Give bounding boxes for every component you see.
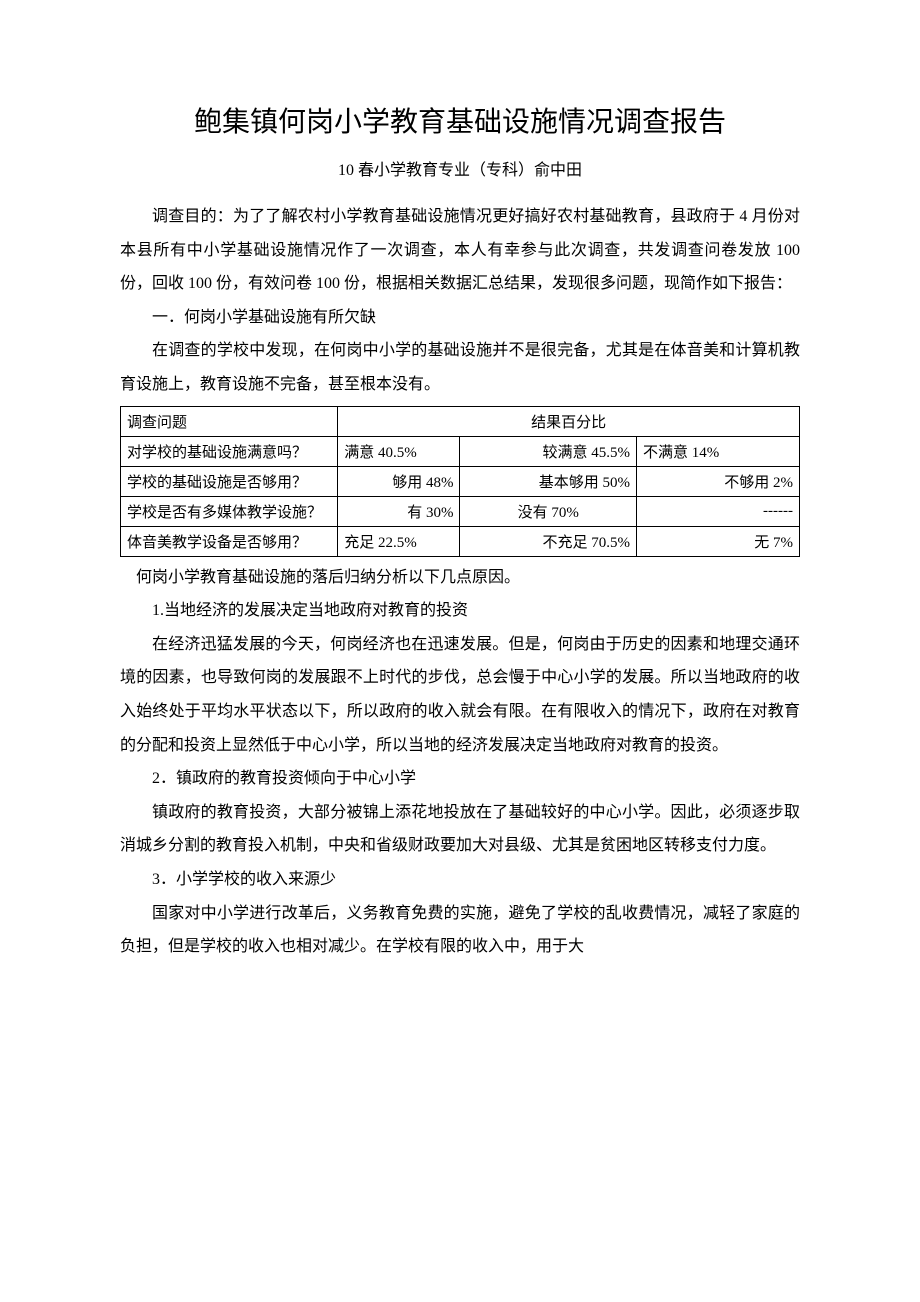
section-1-heading: 一．何岗小学基础设施有所欠缺 [120,301,800,335]
table-header-row: 调查问题 结果百分比 [121,406,800,436]
table-cell: 不满意 14% [637,436,800,466]
document-subtitle: 10 春小学教育专业（专科）俞中田 [120,156,800,180]
after-table-paragraph: 何岗小学教育基础设施的落后归纳分析以下几点原因。 [120,561,800,595]
table-row: 学校的基础设施是否够用？ 够用 48% 基本够用 50% 不够用 2% [121,466,800,496]
table-row: 体音美教学设备是否够用？ 充足 22.5% 不充足 70.5% 无 7% [121,526,800,556]
table-cell: 基本够用 50% [460,466,637,496]
table-cell: 无 7% [637,526,800,556]
table-row: 对学校的基础设施满意吗？ 满意 40.5% 较满意 45.5% 不满意 14% [121,436,800,466]
table-cell: 不充足 70.5% [460,526,637,556]
table-cell: ------ [637,496,800,526]
table-cell: 够用 48% [338,466,460,496]
table-cell: 充足 22.5% [338,526,460,556]
point-3-body: 国家对中小学进行改革后，义务教育免费的实施，避免了学校的乱收费情况，减轻了家庭的… [120,897,800,964]
document-title: 鲍集镇何岗小学教育基础设施情况调查报告 [120,100,800,140]
intro-paragraph: 调查目的：为了了解农村小学教育基础设施情况更好搞好农村基础教育，县政府于 4 月… [120,200,800,301]
survey-table: 调查问题 结果百分比 对学校的基础设施满意吗？ 满意 40.5% 较满意 45.… [120,406,800,557]
point-1-heading: 1.当地经济的发展决定当地政府对教育的投资 [120,594,800,628]
point-2-heading: 2．镇政府的教育投资倾向于中心小学 [120,762,800,796]
section-1-paragraph-1: 在调查的学校中发现，在何岗中小学的基础设施并不是很完备，尤其是在体音美和计算机教… [120,334,800,401]
point-3-heading: 3．小学学校的收入来源少 [120,863,800,897]
table-cell-question: 学校的基础设施是否够用？ [121,466,338,496]
point-1-body: 在经济迅猛发展的今天，何岗经济也在迅速发展。但是，何岗由于历史的因素和地理交通环… [120,628,800,762]
table-cell-question: 对学校的基础设施满意吗？ [121,436,338,466]
table-cell: 有 30% [338,496,460,526]
table-cell: 没有 70% [460,496,637,526]
table-cell: 满意 40.5% [338,436,460,466]
table-cell-question: 体音美教学设备是否够用？ [121,526,338,556]
table-cell: 较满意 45.5% [460,436,637,466]
table-cell: 不够用 2% [637,466,800,496]
table-row: 学校是否有多媒体教学设施？ 有 30% 没有 70% ------ [121,496,800,526]
table-header-question: 调查问题 [121,406,338,436]
table-cell-question: 学校是否有多媒体教学设施？ [121,496,338,526]
point-2-body: 镇政府的教育投资，大部分被锦上添花地投放在了基础较好的中心小学。因此，必须逐步取… [120,796,800,863]
table-header-result: 结果百分比 [338,406,800,436]
